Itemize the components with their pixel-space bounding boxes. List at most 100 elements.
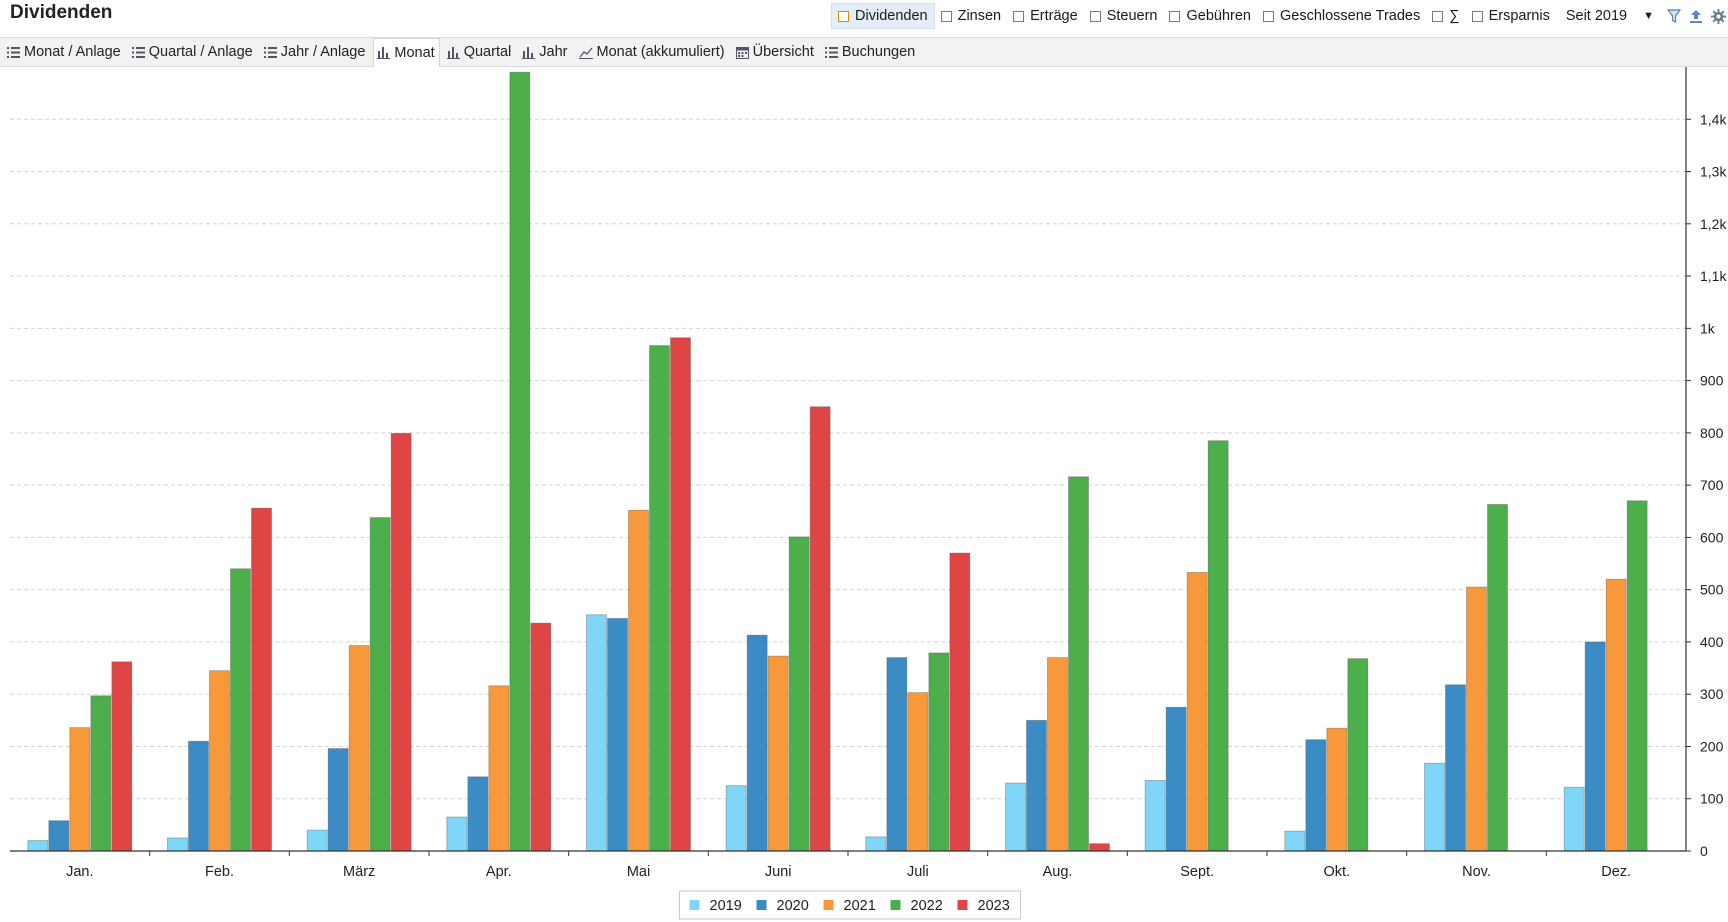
tab-jahr[interactable]: Jahr [519, 38, 571, 66]
filter-steuern[interactable]: Steuern [1084, 4, 1164, 28]
x-tick-label: Dez. [1601, 864, 1631, 880]
bar-2020 [1305, 739, 1327, 852]
bar-2019 [167, 837, 188, 852]
title-bar: Dividenden Dividenden Zinsen Erträge Ste… [0, 0, 1728, 34]
bar-2019 [446, 816, 468, 852]
filter-geschlossene-trades[interactable]: Geschlossene Trades [1257, 4, 1426, 28]
bar-2021 [209, 670, 230, 852]
legend-label: 2021 [844, 898, 876, 914]
bar-2019 [27, 840, 49, 852]
filter-sum[interactable]: ∑ [1426, 4, 1465, 28]
tab-label: Quartal [463, 44, 512, 60]
calendar-icon [735, 46, 749, 59]
x-tick-label: März [343, 864, 375, 880]
filter-gebuehren[interactable]: Gebühren [1163, 4, 1257, 28]
checkbox-icon [838, 10, 850, 22]
filter-icon[interactable] [1664, 6, 1684, 26]
bar-2021 [1466, 586, 1487, 852]
y-tick-label: 1,4k [1700, 111, 1727, 127]
legend-swatch [689, 900, 700, 910]
tab-label: Monat [394, 44, 435, 61]
bar-2021 [767, 655, 789, 852]
axes [10, 67, 1691, 856]
tab-monat-anlage[interactable]: Monat / Anlage [4, 38, 125, 66]
bar-2023 [390, 432, 412, 852]
bar-2020 [1445, 684, 1466, 852]
filter-ertraege[interactable]: Erträge [1007, 4, 1084, 28]
y-tick-label: 500 [1700, 582, 1724, 598]
bar-2022 [1347, 658, 1369, 852]
checkbox-icon [1432, 10, 1444, 22]
bar-2022 [509, 71, 531, 852]
grid-lines [10, 118, 1686, 800]
legend-swatch [823, 900, 834, 910]
tab-label: Jahr / Anlage [280, 44, 366, 60]
bar-2022 [369, 517, 391, 852]
y-tick-label: 600 [1700, 529, 1724, 545]
bar-2023 [530, 622, 552, 852]
bar-2019 [1144, 780, 1166, 852]
x-tick-label: Aug. [1043, 864, 1073, 880]
tab-label: Monat / Anlage [24, 44, 121, 60]
tab-uebersicht[interactable]: Übersicht [733, 38, 818, 66]
tab-quartal[interactable]: Quartal [444, 38, 516, 66]
bar-2019 [586, 614, 607, 852]
filter-label: Gebühren [1186, 8, 1251, 24]
bar-chart-icon [522, 46, 536, 59]
list-icon [824, 46, 838, 58]
chevron-down-icon: ▼ [1643, 10, 1654, 22]
tab-buchungen[interactable]: Buchungen [822, 38, 919, 66]
tab-jahr-anlage[interactable]: Jahr / Anlage [261, 38, 370, 66]
dividend-bar-chart: 0 100 200 300 400 500 600 700 800 900 1k 1,1k 1,2k 1,… [10, 67, 1727, 920]
bar-2019 [1563, 786, 1585, 852]
bar-2020 [1584, 641, 1606, 852]
y-tick-label: 1,2k [1700, 216, 1727, 232]
bar-2020 [48, 820, 70, 852]
checkbox-icon [1169, 10, 1181, 22]
page-title: Dividenden [10, 2, 113, 23]
bar-2020 [746, 634, 768, 852]
bar-group [27, 71, 1648, 852]
export-icon[interactable] [1686, 6, 1706, 26]
gear-icon[interactable] [1708, 6, 1728, 26]
filter-zinsen[interactable]: Zinsen [935, 4, 1008, 28]
y-tick-label: 900 [1700, 373, 1724, 389]
y-tick-label: 0 [1700, 843, 1708, 859]
tab-monat[interactable]: Monat [373, 37, 440, 67]
bar-2019 [1005, 782, 1026, 852]
bar-chart-icon [446, 46, 460, 59]
y-tick-label: 100 [1700, 791, 1724, 807]
bar-2022 [90, 695, 112, 852]
bar-2021 [488, 685, 510, 852]
x-tick-label: Okt. [1324, 864, 1351, 880]
y-tick-label: 400 [1700, 634, 1724, 650]
legend-label: 2022 [911, 898, 943, 914]
x-tick-label: Sept. [1180, 864, 1214, 880]
tab-monat-akkumuliert[interactable]: Monat (akkumuliert) [576, 38, 729, 66]
filter-ersparnis[interactable]: Ersparnis [1466, 4, 1556, 28]
bar-2022 [649, 345, 670, 852]
bar-2023 [111, 661, 133, 852]
bar-2019 [306, 829, 328, 852]
bar-2022 [1068, 476, 1089, 852]
legend-swatch [957, 900, 968, 910]
bar-2019 [725, 785, 747, 852]
y-tick-label: 1,1k [1700, 268, 1727, 284]
checkbox-icon [1262, 10, 1274, 22]
x-tick-label: Juli [907, 864, 929, 880]
bar-2020 [467, 776, 489, 852]
filter-bar: Dividenden Zinsen Erträge Steuern Gebühr… [831, 3, 1728, 29]
filter-dividenden[interactable]: Dividenden [831, 3, 935, 29]
line-chart-icon [578, 47, 593, 59]
checkbox-icon [1013, 10, 1025, 22]
legend-label: 2023 [978, 898, 1010, 914]
bar-2020 [1026, 719, 1047, 852]
bar-2022 [928, 652, 950, 852]
x-tick-label: Mai [627, 864, 650, 880]
x-tick-label: Feb. [205, 864, 234, 880]
bar-2021 [907, 692, 929, 852]
tab-quartal-anlage[interactable]: Quartal / Anlage [129, 38, 257, 66]
bar-chart-icon [377, 47, 391, 59]
bar-2022 [1626, 500, 1648, 852]
period-dropdown[interactable]: Seit 2019 ▼ [1566, 8, 1654, 24]
